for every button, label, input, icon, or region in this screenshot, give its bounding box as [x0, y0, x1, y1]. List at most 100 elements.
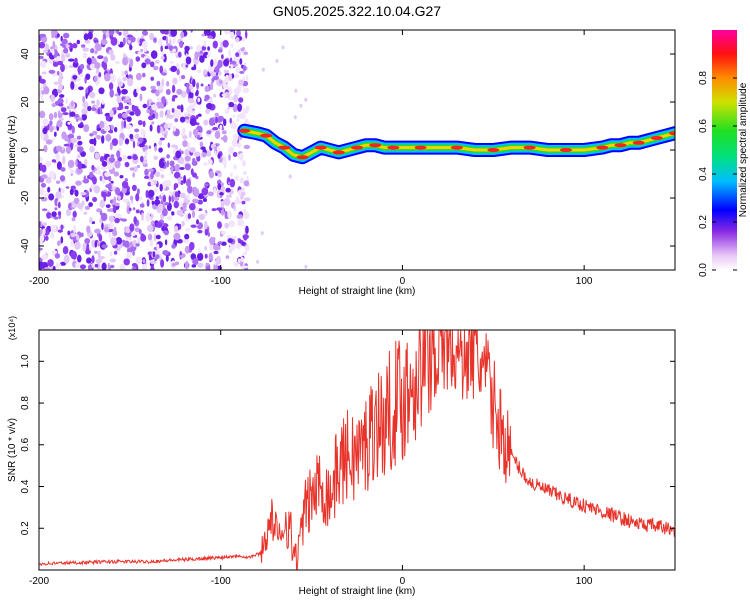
noise-speckle	[70, 100, 74, 107]
noise-speckle	[173, 196, 180, 201]
noise-speckle	[242, 251, 247, 256]
noise-speckle	[164, 134, 167, 138]
noise-speckle	[104, 226, 109, 233]
snr-line-layer	[39, 330, 675, 570]
noise-speckle	[151, 121, 155, 125]
noise-speckle	[82, 101, 89, 108]
noise-speckle	[103, 56, 108, 64]
ridge-peak	[369, 143, 382, 148]
noise-speckle	[97, 55, 104, 60]
x-tick-label: -100	[211, 576, 231, 587]
noise-speckle	[125, 99, 132, 103]
noise-speckle	[124, 138, 130, 145]
noise-speckle	[167, 122, 173, 129]
spectrogram-x-label: Height of straight line (km)	[299, 286, 416, 297]
noise-speckle	[288, 174, 292, 179]
noise-speckle	[154, 171, 161, 178]
noise-speckle	[142, 30, 146, 35]
noise-speckle	[216, 246, 221, 251]
noise-speckle	[150, 260, 157, 265]
noise-speckle	[217, 115, 224, 122]
noise-speckle	[165, 36, 169, 45]
noise-speckle	[147, 233, 153, 241]
noise-speckle	[224, 222, 229, 229]
noise-speckle	[39, 33, 46, 38]
noise-speckle	[129, 195, 134, 201]
colorbar-tick-label: 0.0	[698, 263, 709, 277]
noise-speckle	[91, 107, 97, 112]
noise-speckle	[45, 176, 52, 184]
noise-speckle	[223, 118, 227, 127]
noise-speckle	[188, 91, 194, 99]
noise-speckle	[96, 241, 100, 247]
noise-speckle	[102, 30, 107, 34]
noise-speckle	[58, 263, 62, 267]
noise-speckle	[57, 211, 62, 216]
noise-speckle	[191, 264, 197, 268]
noise-speckle	[61, 131, 67, 140]
noise-speckle	[101, 61, 105, 68]
noise-speckle	[54, 207, 58, 211]
noise-speckle	[148, 115, 154, 121]
noise-speckle	[171, 108, 175, 113]
noise-speckle	[208, 65, 215, 74]
noise-speckle	[51, 211, 57, 218]
noise-speckle	[51, 49, 55, 56]
noise-speckle	[142, 120, 146, 128]
noise-speckle	[159, 167, 164, 172]
noise-speckle	[41, 208, 48, 212]
noise-speckle	[178, 51, 182, 58]
noise-speckle	[138, 228, 142, 235]
noise-speckle	[164, 202, 169, 206]
noise-speckle	[123, 240, 130, 248]
noise-speckle	[174, 163, 180, 172]
noise-speckle	[228, 154, 231, 161]
noise-speckle	[72, 75, 78, 80]
noise-speckle	[195, 114, 199, 120]
noise-speckle	[143, 175, 150, 179]
noise-speckle	[233, 204, 236, 212]
noise-speckle	[212, 40, 218, 49]
noise-speckle	[39, 60, 47, 68]
noise-speckle	[135, 209, 140, 214]
colorbar-tick-label: 0.6	[698, 119, 709, 133]
noise-speckle	[207, 191, 214, 197]
noise-speckle	[119, 263, 126, 270]
x-tick-label: 100	[576, 576, 593, 587]
noise-speckle	[197, 134, 200, 140]
noise-speckle	[132, 207, 136, 211]
noise-speckle	[47, 186, 51, 193]
noise-speckle	[96, 208, 102, 213]
noise-speckle	[187, 98, 195, 104]
noise-speckle	[140, 155, 144, 163]
snr-series-line	[39, 330, 675, 570]
noise-speckle	[53, 216, 59, 220]
noise-speckle	[70, 232, 76, 238]
noise-speckle	[191, 210, 196, 218]
noise-speckle	[167, 114, 174, 119]
noise-speckle	[141, 212, 144, 222]
noise-speckle	[165, 89, 171, 95]
noise-speckle	[212, 127, 219, 131]
noise-speckle	[132, 154, 138, 161]
noise-speckle	[184, 245, 190, 254]
noise-speckle	[184, 116, 190, 120]
noise-speckle	[39, 78, 46, 84]
y-tick-label: 20	[20, 96, 31, 108]
noise-speckle	[56, 161, 62, 170]
noise-speckle	[101, 244, 108, 249]
noise-speckle	[121, 218, 127, 222]
y-tick-label: 0	[20, 147, 31, 153]
noise-speckle	[85, 87, 89, 94]
x-tick-label: 100	[576, 276, 593, 287]
noise-speckle	[173, 200, 179, 209]
noise-speckle	[192, 186, 197, 190]
noise-speckle	[180, 104, 184, 113]
noise-speckle	[204, 183, 209, 187]
noise-speckle	[179, 254, 185, 259]
noise-speckle	[165, 114, 168, 120]
noise-speckle	[90, 183, 95, 190]
ridge-peak	[669, 131, 675, 136]
noise-speckle	[65, 146, 72, 154]
